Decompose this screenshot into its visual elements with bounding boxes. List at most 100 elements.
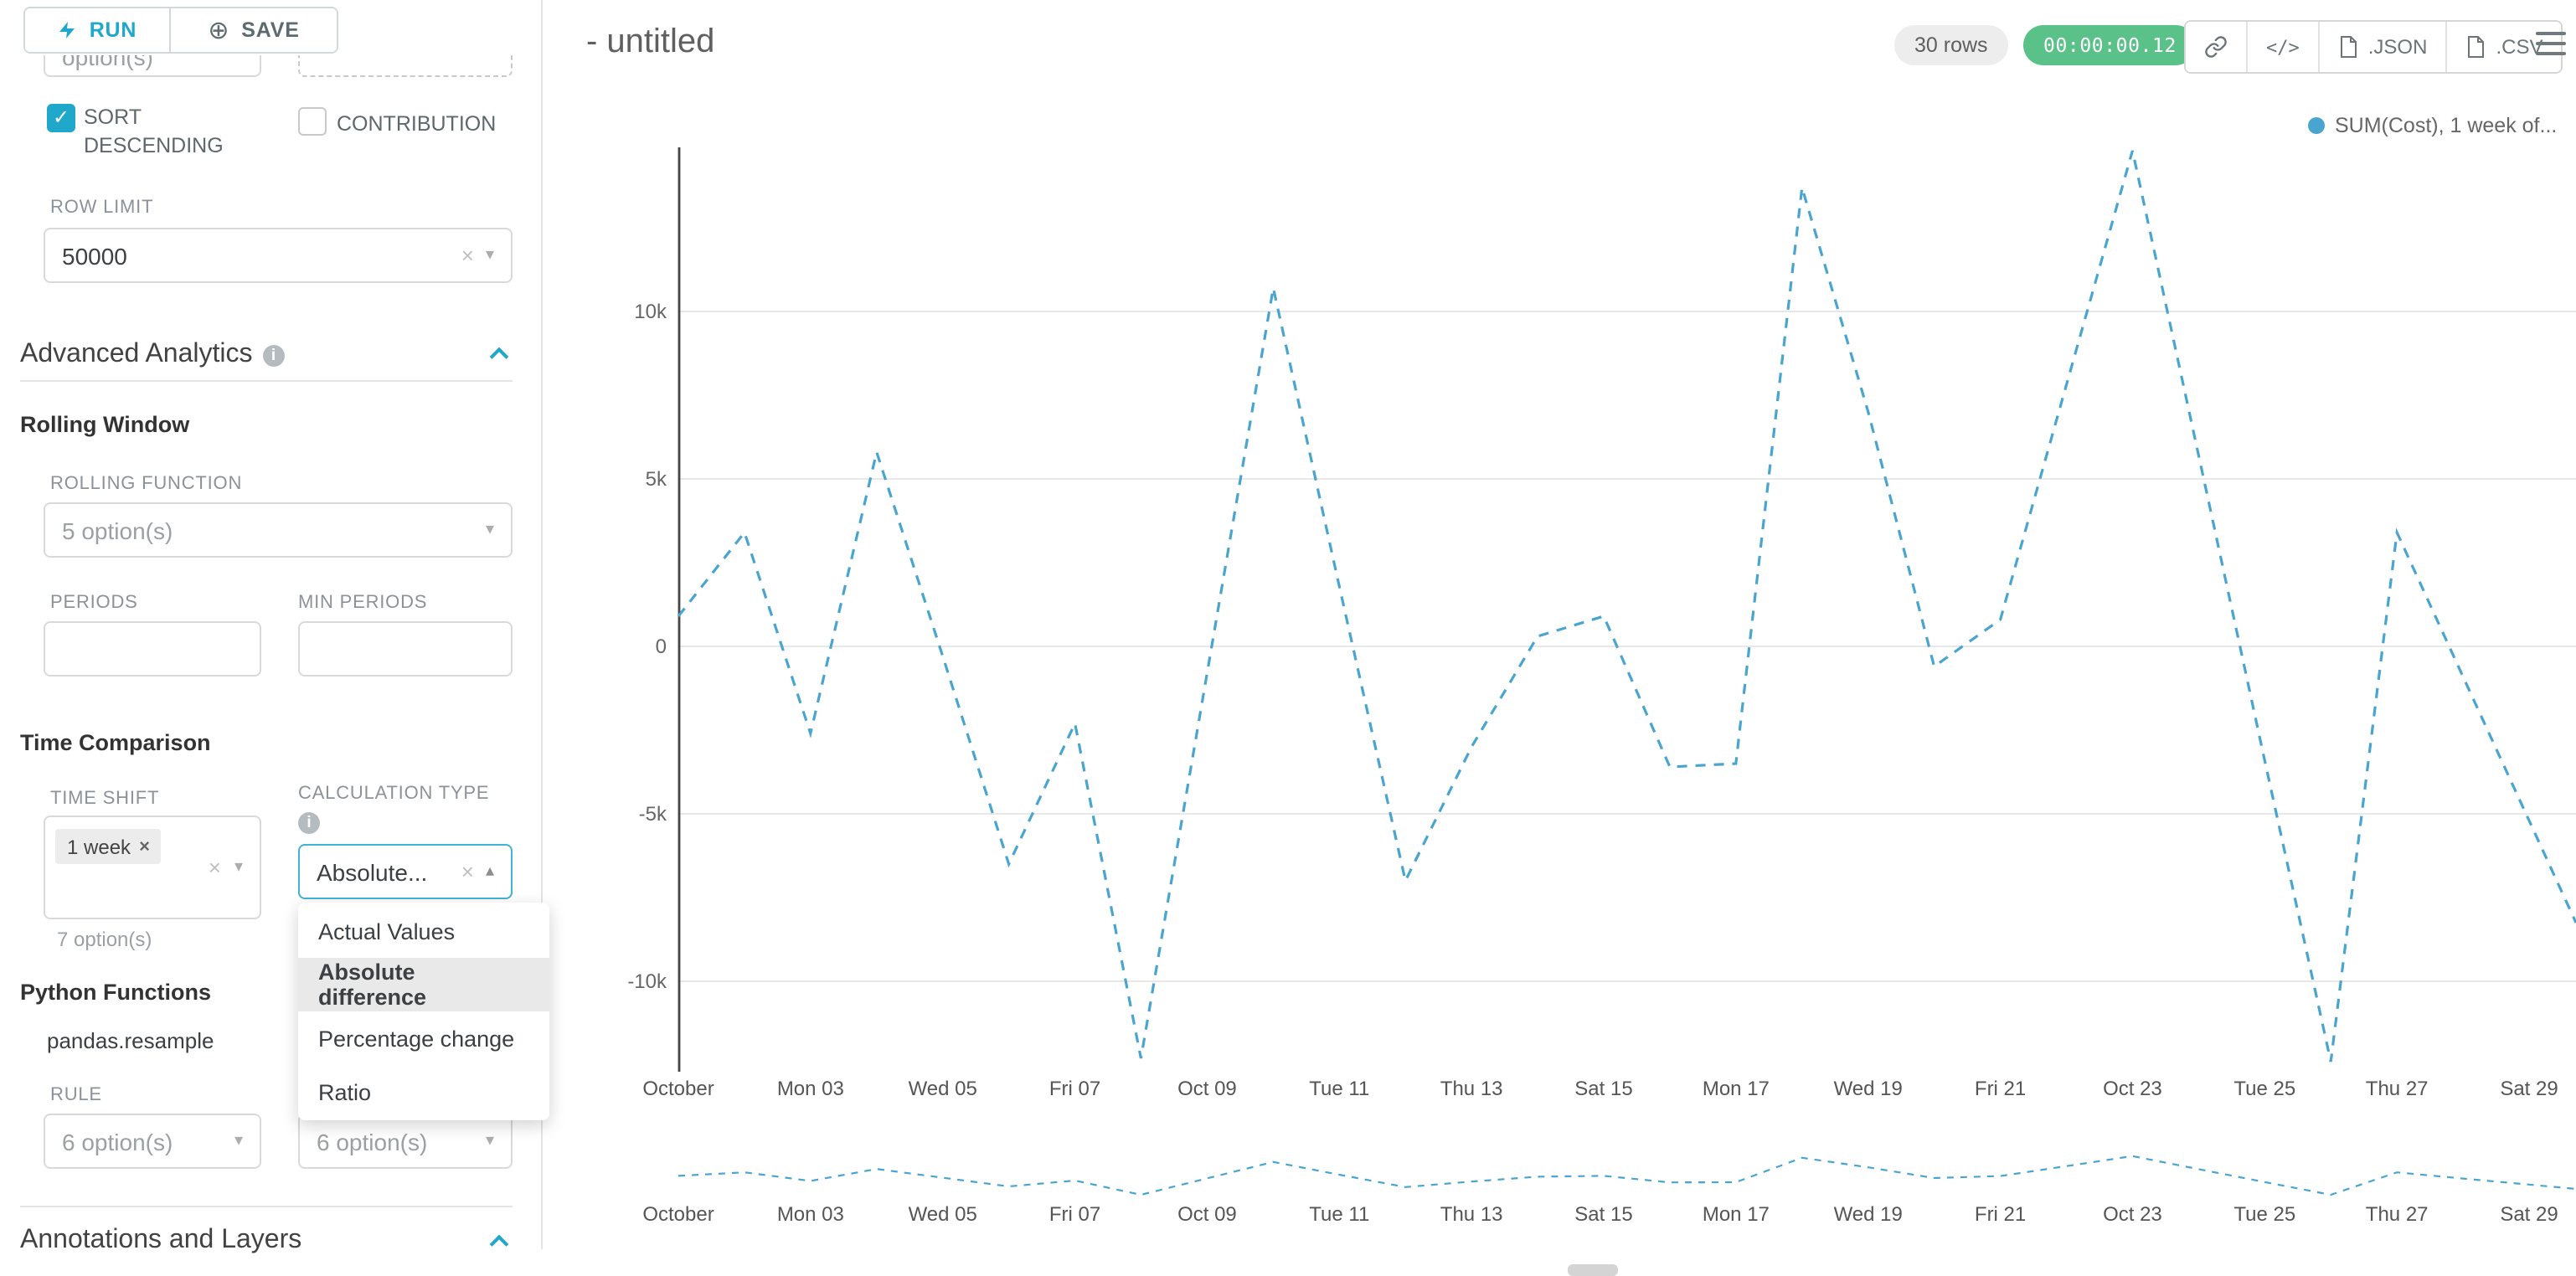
panel-divider (541, 0, 543, 1249)
view-query-button[interactable]: </> (2246, 22, 2318, 72)
x-axis-tick-label: Sat 15 (1574, 1077, 1633, 1100)
chart-legend[interactable]: SUM(Cost), 1 week of... (2308, 114, 2557, 137)
x-axis-tick-label: Tue 25 (2233, 1202, 2296, 1226)
remove-tag-icon[interactable]: × (139, 836, 150, 857)
main-line-chart[interactable] (662, 147, 2576, 1078)
python-functions-title: Python Functions (20, 980, 211, 1005)
rolling-function-value: 5 option(s) (62, 517, 173, 543)
run-button-label: RUN (89, 18, 137, 42)
calculation-type-select[interactable]: Absolute... × ▴ (298, 844, 513, 899)
periods-input[interactable] (44, 621, 261, 677)
export-toolbar: </> .JSON .CSV (2184, 20, 2563, 74)
run-save-button-group: RUN ⊕ SAVE (23, 7, 338, 54)
min-periods-input[interactable] (298, 621, 513, 677)
info-icon: i (298, 812, 320, 834)
y-axis-tick-label: 5k (645, 467, 667, 491)
x-axis-tick-label: Wed 05 (908, 1202, 977, 1226)
mini-context-chart[interactable] (662, 1145, 2576, 1202)
section-divider (20, 380, 513, 382)
row-limit-label: ROW LIMIT (50, 198, 154, 218)
run-button[interactable]: RUN (25, 8, 169, 52)
calculation-type-label: CALCULATION TYPE (298, 784, 490, 804)
chevron-down-icon[interactable]: ▾ (485, 1131, 494, 1150)
section-divider (20, 1206, 513, 1207)
chevron-down-icon[interactable]: ▾ (234, 857, 243, 876)
legend-series-label: SUM(Cost), 1 week of... (2335, 114, 2558, 137)
x-axis-tick-label: Oct 09 (1177, 1202, 1237, 1226)
chevron-down-icon[interactable]: ▾ (485, 245, 494, 264)
periods-label: PERIODS (50, 593, 138, 613)
code-icon: </> (2266, 36, 2300, 58)
save-button[interactable]: ⊕ SAVE (169, 8, 337, 52)
sort-descending-checkbox[interactable]: ✓ (47, 104, 75, 132)
rolling-window-title: Rolling Window (20, 412, 190, 437)
y-axis-tick-label: 10k (634, 300, 667, 323)
x-axis-tick-label: Fri 07 (1048, 1202, 1101, 1226)
min-periods-label: MIN PERIODS (298, 593, 428, 613)
lightning-icon (59, 22, 75, 39)
collapse-section-icon[interactable] (489, 1234, 509, 1254)
chart-title: - untitled (586, 23, 715, 60)
y-axis-tick-label: -5k (638, 802, 667, 826)
x-axis-tick-label: Oct 09 (1177, 1077, 1237, 1100)
export-csv-label: .CSV (2496, 35, 2543, 59)
clear-icon[interactable]: × (208, 855, 221, 880)
rule-select[interactable]: 6 option(s) ▾ (44, 1114, 261, 1169)
time-shift-select[interactable]: 1 week × × ▾ (44, 816, 261, 919)
chevron-down-icon[interactable]: ▾ (485, 520, 494, 538)
time-comparison-title: Time Comparison (20, 730, 211, 755)
calculation-type-value: Absolute... (317, 858, 428, 885)
x-axis-tick-label: Mon 03 (776, 1077, 844, 1100)
x-axis-tick-label: Wed 19 (1833, 1077, 1903, 1100)
info-icon: i (262, 344, 285, 366)
query-timer-badge: 00:00:00.12 (2023, 25, 2197, 65)
dropdown-option[interactable]: Percentage change (318, 1026, 515, 1051)
clear-icon[interactable]: × (461, 859, 474, 884)
chevron-up-icon[interactable]: ▴ (485, 862, 494, 880)
y-axis-tick-label: -10k (627, 970, 667, 993)
export-json-button[interactable]: .JSON (2317, 22, 2446, 72)
method-value: 6 option(s) (317, 1128, 428, 1155)
x-axis-tick-label: Thu 13 (1440, 1202, 1503, 1226)
clear-icon[interactable]: × (461, 243, 474, 268)
dropdown-option[interactable]: Absolute difference (298, 958, 549, 1011)
row-limit-select[interactable]: 50000 × ▾ (44, 228, 513, 283)
dropdown-option[interactable]: Actual Values (318, 918, 456, 944)
x-axis-tick-label: Thu 27 (2365, 1202, 2429, 1226)
file-icon (2340, 36, 2357, 58)
x-axis: October Mon 03 Wed 05 Fri 07 Oct 09 Tue 11 Thu… (642, 1077, 2576, 1104)
legend-series-dot (2308, 117, 2325, 134)
row-count-badge: 30 rows (1894, 25, 2008, 65)
export-csv-button[interactable]: .CSV (2445, 22, 2562, 72)
row-limit-value: 50000 (62, 242, 127, 269)
annotations-layers-title: Annotations and Layers (20, 1226, 302, 1254)
x-axis-tick-label: Oct 23 (2103, 1077, 2162, 1100)
scrollbar-handle[interactable] (1568, 1264, 1618, 1276)
contribution-checkbox[interactable] (298, 107, 327, 136)
x-axis-tick-label: Mon 17 (1702, 1077, 1770, 1100)
x-axis-tick-label: Sat 29 (2500, 1077, 2558, 1100)
x-axis-tick-label: Oct 23 (2103, 1202, 2162, 1226)
x-axis-tick-label: Fri 21 (1974, 1077, 2027, 1100)
x-axis-tick-label: Tue 11 (1309, 1077, 1370, 1100)
collapse-section-icon[interactable] (489, 347, 509, 367)
menu-icon[interactable] (2536, 32, 2566, 55)
method-select[interactable]: 6 option(s) ▾ (298, 1114, 513, 1169)
copy-link-button[interactable] (2186, 22, 2246, 72)
link-icon (2205, 36, 2227, 58)
x-axis-tick-label: Fri 07 (1048, 1077, 1101, 1100)
advanced-analytics-title: Advanced Analytics (20, 340, 253, 368)
x-axis-tick-label: Tue 11 (1309, 1202, 1370, 1226)
time-shift-tag: 1 week × (55, 829, 162, 864)
x-axis-tick-label: Sat 15 (1574, 1202, 1633, 1226)
rule-label: RULE (50, 1085, 102, 1105)
pandas-resample-label: pandas.resample (47, 1028, 214, 1053)
dropdown-option[interactable]: Ratio (318, 1079, 372, 1104)
x-axis-tick-label: Wed 19 (1833, 1202, 1903, 1226)
mini-x-axis: October Mon 03 Wed 05 Fri 07 Oct 09 Tue 11 Thu… (642, 1202, 2576, 1229)
x-axis-tick-label: October (642, 1202, 714, 1226)
chevron-down-icon[interactable]: ▾ (234, 1131, 243, 1150)
time-shift-label: TIME SHIFT (50, 789, 160, 809)
x-axis-tick-label: October (642, 1077, 714, 1100)
rolling-function-select[interactable]: 5 option(s) ▾ (44, 502, 513, 558)
